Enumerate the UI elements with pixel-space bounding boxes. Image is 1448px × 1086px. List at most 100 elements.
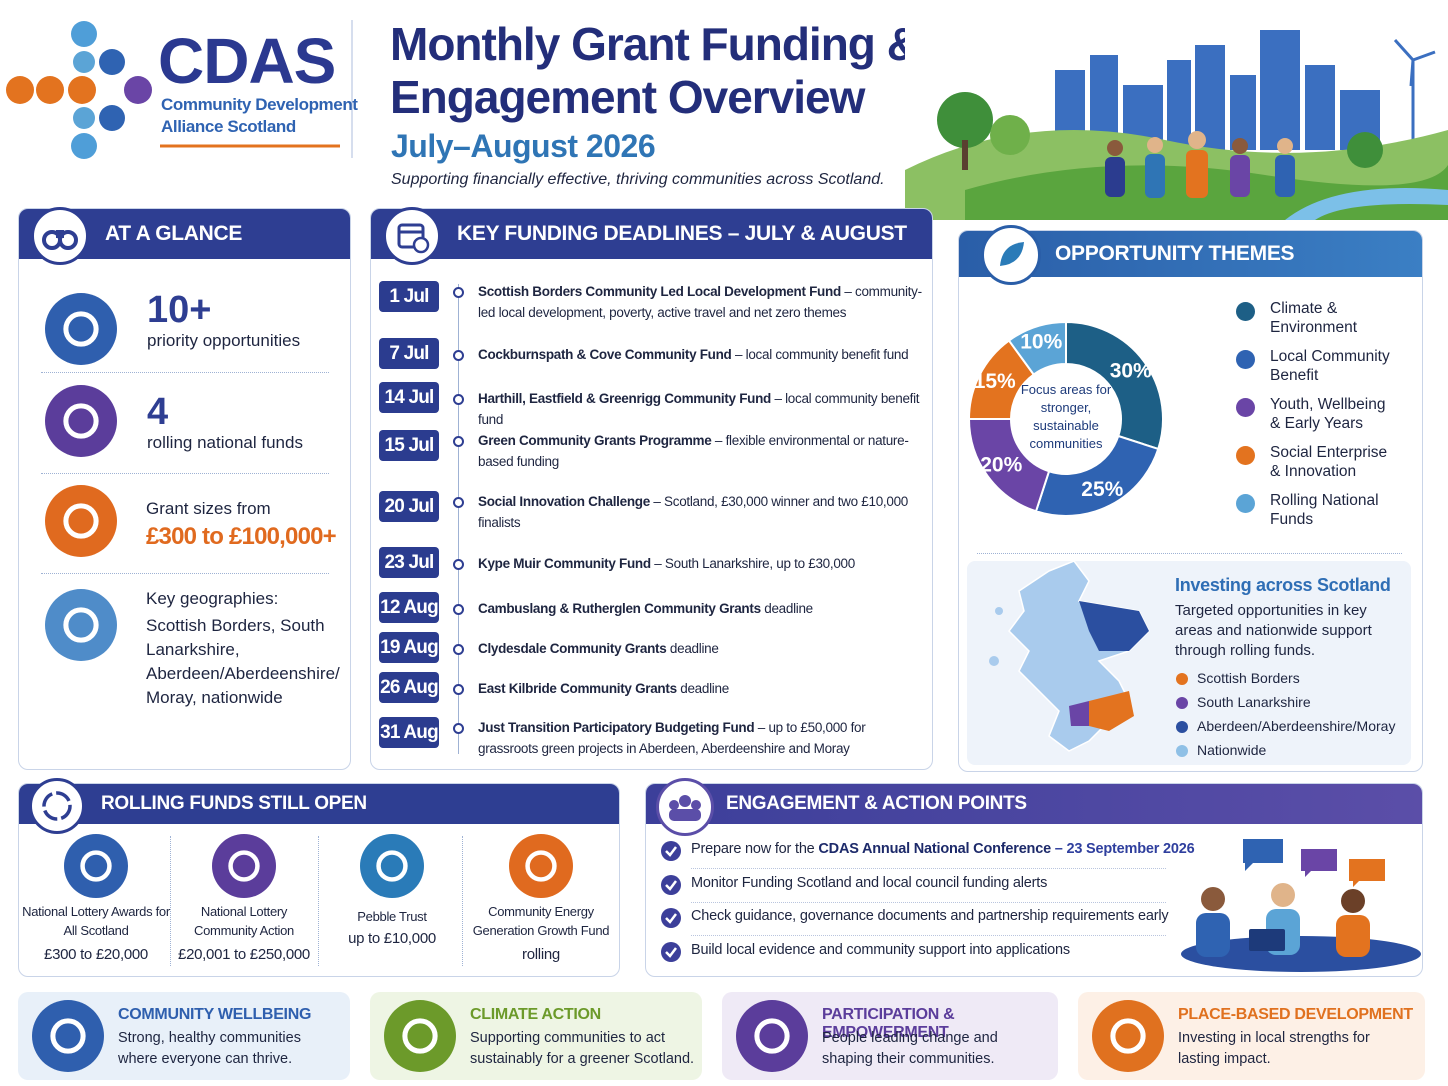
fund-amount: £300 to £20,000	[44, 946, 148, 963]
tagline: Supporting financially effective, thrivi…	[391, 171, 885, 188]
logo-dot	[71, 133, 97, 159]
illustration-part	[1230, 155, 1250, 197]
icon-glyph	[228, 850, 260, 882]
icon-circle	[509, 834, 573, 898]
fund-name: Green Community Grants Programme	[478, 433, 712, 448]
illustration-part	[1107, 140, 1123, 156]
timeline-dot	[453, 497, 464, 508]
glance-value: 4	[147, 391, 169, 433]
map-legend-swatch	[1176, 721, 1188, 733]
fund-name: Kype Muir Community Fund	[478, 556, 651, 571]
period: July–August 2026	[391, 128, 656, 164]
glance-value: Scottish Borders, South Lanarkshire, Abe…	[146, 616, 340, 707]
date-badge: 26 Aug	[379, 672, 439, 703]
fund-name: National Lottery Awards for All Scotland	[22, 904, 170, 938]
pillar-card: PLACE-BASED DEVELOPMENT Investing in loca…	[1078, 992, 1425, 1080]
header-icon	[383, 207, 441, 265]
check-circle	[661, 841, 681, 861]
action-main: Build local evidence and community suppo…	[691, 941, 1070, 958]
illustration-part	[397, 223, 425, 249]
header-icon	[981, 225, 1041, 285]
separator	[41, 573, 329, 574]
illustration-part	[412, 236, 430, 254]
pillar-text: People leading change and shaping their …	[822, 1030, 998, 1067]
pie-label: 25%	[1081, 478, 1123, 501]
logo-dot	[6, 76, 34, 104]
scotland-map	[989, 560, 1150, 752]
fund-icon	[212, 834, 276, 898]
icon-circle	[32, 1000, 104, 1072]
separator	[977, 553, 1402, 554]
icon-circle	[45, 385, 117, 457]
fund-detail: – community-led local development, pover…	[478, 284, 922, 320]
date-badge: 31 Aug	[379, 717, 439, 748]
river	[1285, 188, 1448, 220]
legend-swatch	[1236, 494, 1255, 513]
check-icon	[661, 841, 681, 861]
page-title: Monthly Grant Funding & Engagement Overv…	[390, 18, 920, 123]
icon-glyph	[63, 503, 99, 539]
glance-icon	[45, 589, 117, 661]
date-badge: 19 Aug	[379, 632, 439, 663]
illustration-part	[1000, 242, 1024, 266]
illustration-part	[679, 795, 691, 807]
rolling-panel: ROLLING FUNDS STILL OPEN National Lotter…	[18, 778, 620, 977]
fund-amount: up to £10,000	[348, 930, 436, 947]
panel-header: KEY FUNDING DEADLINES – JULY & AUGUST 20…	[371, 209, 932, 295]
icon-glyph	[376, 850, 408, 882]
icon-glyph	[50, 1018, 86, 1054]
map-aberdeen	[1079, 601, 1149, 651]
glance-icon	[45, 385, 117, 457]
deadline-text: Kype Muir Community Fund – South Lanarks…	[478, 553, 928, 574]
pie-center-text: Focus areas for stronger, sustainable co…	[1020, 382, 1112, 451]
illustration-part	[669, 800, 679, 810]
illustration-part	[1196, 913, 1230, 957]
fund-detail: – flexible environmental or nature-based…	[478, 433, 909, 469]
fund-name: Cockburnspath & Cove Community Fund	[478, 347, 732, 362]
deadline-text: Green Community Grants Programme – flexi…	[478, 430, 928, 472]
logo-dot	[68, 76, 96, 104]
divider	[318, 836, 319, 966]
illustration-part	[42, 791, 72, 821]
header-icon	[656, 778, 714, 836]
icon-circle	[360, 834, 424, 898]
group-icon	[669, 795, 701, 821]
date-badge: 14 Jul	[379, 382, 439, 413]
illustration-part	[1188, 131, 1206, 149]
legend-label: Climate & Environment	[1270, 300, 1358, 336]
legend-swatch	[1236, 302, 1255, 321]
glance-value: 10+	[147, 289, 212, 331]
map-borders	[1089, 691, 1134, 731]
check-circle	[661, 874, 681, 895]
icon-glyph	[1110, 1018, 1146, 1054]
legend-label: Social Enterprise & Innovation	[1270, 444, 1388, 480]
icon-circle	[45, 485, 117, 557]
binoculars-icon	[42, 230, 78, 250]
illustration-part	[962, 140, 968, 170]
pillar-title: COMMUNITY WELLBEING	[118, 1006, 312, 1023]
icon-circle	[384, 1000, 456, 1072]
fund-name: Harthill, Eastfield & Greenrigg Communit…	[478, 391, 771, 406]
logo-dot	[73, 107, 95, 129]
at-a-glance-panel: AT A GLANCE 10+ priority opportunities 4 ro…	[18, 207, 351, 770]
fund-detail: – South Lanarkshire, up to £30,000	[654, 556, 855, 571]
glance-text: Key geographies:	[146, 589, 279, 608]
fund-icon	[64, 834, 128, 898]
illustration-part	[58, 230, 78, 250]
map-island	[989, 656, 999, 666]
map-island	[995, 607, 1003, 615]
pillar-title: CLIMATE ACTION	[470, 1006, 601, 1023]
fund-name: Scottish Borders Community Led Local Dev…	[478, 284, 841, 299]
map-legend-swatch	[1176, 697, 1188, 709]
check-mark	[665, 846, 677, 857]
action-text: Build local evidence and community suppo…	[691, 942, 1070, 958]
check-icon	[661, 874, 681, 895]
date-badge: 7 Jul	[379, 338, 439, 369]
action-main: Check guidance, governance documents and…	[691, 908, 1169, 924]
timeline-dot	[453, 723, 464, 734]
panel-header: ENGAGEMENT & ACTION POINTS	[646, 784, 1422, 824]
calendar-icon	[397, 223, 430, 254]
trees	[937, 92, 1383, 170]
illustration-part	[1341, 889, 1365, 913]
cycle-icon	[42, 791, 72, 821]
